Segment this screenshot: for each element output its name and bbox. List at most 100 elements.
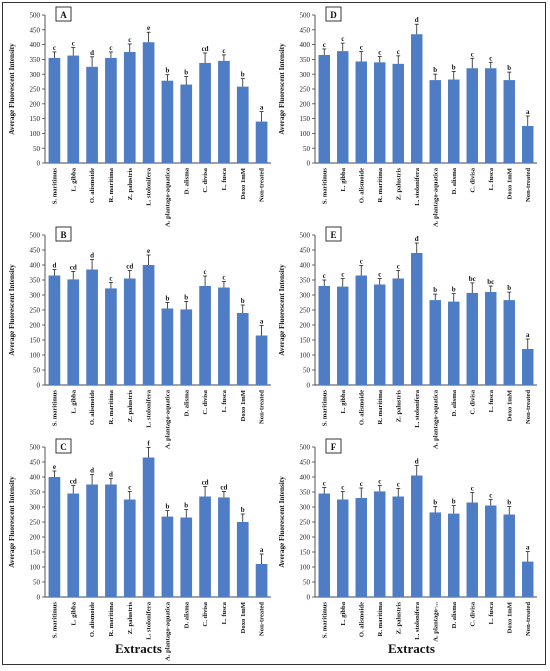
panel-d-category-label: O. alismoide [358,168,365,203]
panel-b-significance-letter: d [52,262,56,270]
panel-d-bar [466,68,478,163]
panel-e-significance-letter: c [397,263,400,271]
panel-f-category-label: L. gibba [340,601,347,625]
panel-e-bar [429,300,441,385]
panel-c-significance-letter: b [184,502,188,510]
panel-e-bar [448,301,460,385]
panel-b-bar [236,313,249,385]
panel-d-y-tick-label: 300 [300,71,311,79]
panel-c-category-label: Z. palustris [127,602,134,635]
panel-e-y-axis-title: Average Fluorescent Intensity [278,264,286,356]
panel-f-category-label: L. stolonifera [414,601,421,639]
panel-c-y-tick-label: 300 [30,504,41,512]
panel-f-category-label: L. fusca [488,601,495,624]
panel-c-y-tick-label: 150 [30,549,41,557]
panel-e-category-label: R. maritima [377,389,384,424]
panel-e-significance-letter: c [341,271,344,279]
panel-f-y-tick-label: 300 [300,504,311,512]
panel-b-category-label: C. divisa [202,389,209,414]
panel-e-y-tick-label: 500 [300,232,311,240]
panel-f-bar [522,561,534,597]
panel-d-significance-letter: c [471,50,474,58]
panel-a-y-axis-title: Average Fluorescent Intensity [8,43,16,135]
panel-f-category-label: Z. palustris [395,602,402,635]
panel-b-y-tick-label: 300 [30,292,41,300]
panel-d-y-axis-title: Average Fluorescent Intensity [278,43,286,135]
panel-e-y-tick-label: 450 [300,247,311,255]
panel-b-bar [48,275,61,385]
panel-d-bar [355,61,367,163]
panel-d-bar [448,79,460,163]
panel-c-bar [86,484,98,597]
panel-b-significance-letter: b [184,293,188,301]
panel-b-bar [105,288,117,385]
panel-b-significance-letter: e [147,247,150,255]
panel-f-y-tick-label: 0 [307,594,311,602]
panel-f-category-label: C. divisa [469,601,476,626]
panel-b-y-tick-label: 0 [37,382,41,390]
panel-a-bar [255,121,268,163]
panel-c-significance-letter: c [128,484,131,492]
panel-d-y-tick-label: 100 [300,130,311,138]
panel-a-y-tick-label: 250 [30,86,41,94]
panel-e-y-tick-label: 100 [300,352,311,360]
panel-f-category-label: Doxo 1mM [506,601,513,633]
panel-c-letter: C [60,442,67,452]
panel-c-significance-letter: cd [220,483,227,491]
panel-c-y-tick-label: 450 [30,459,41,467]
panel-f-category-label: O. alismoide [358,602,365,637]
panel-c-bar [218,497,230,597]
panel-f-bar [448,513,460,597]
panel-c-y-axis-title: Average Fluorescent Intensity [8,476,16,568]
panel-c-y-tick-label: 200 [30,534,41,542]
panel-f-significance-letter: c [323,480,326,488]
panel-d-category-label: S. maritimus [321,168,328,205]
panel-f-category-label: A. plantago-... [432,602,439,642]
panel-f-category-label: D. alisma [451,601,458,628]
panel-a-category-label: S. maritimus [51,168,58,205]
panel-a-significance-letter: c [128,36,131,44]
panel-f-y-tick-label: 500 [300,444,311,452]
panel-a-bar [199,62,211,164]
panel-a-y-tick-label: 350 [30,56,41,64]
panel-e-category-label: L. fusca [488,389,495,412]
panel-f-significance-letter: c [489,492,492,500]
panel-f-significance-letter: c [341,484,344,492]
panel-f-y-tick-label: 350 [300,489,311,497]
panel-d-category-label: Z. palustris [395,168,402,201]
panel-b-category-label: S. maritimus [51,390,58,427]
panel-d-bar [485,68,497,163]
panel-c-y-tick-label: 400 [30,474,41,482]
panel-c-category-label: L. gibba [70,601,77,625]
panel-a-bar [123,52,136,163]
panel-d-bar [318,54,330,163]
panel-e-bar [355,275,367,385]
panel-c-significance-letter: d [109,471,113,479]
panel-b-bar [180,309,193,385]
panel-c-category-label: O. alismoide [89,602,96,637]
panel-d-category-label: Doxo 1mM [506,167,513,199]
panel-e-category-label: S. maritimus [321,390,328,427]
panel-f-bar [374,491,386,597]
panel-c-significance-letter: b [241,506,245,514]
panel-b-y-tick-label: 400 [30,262,41,270]
panel-d-significance-letter: d [415,16,419,24]
panel-b-significance-letter: cd [70,263,77,271]
panel-b-y-tick-label: 250 [30,307,41,315]
panel-b-y-tick-label: 500 [30,232,41,240]
panel-d-category-label: R. maritima [377,167,384,202]
panel-c-significance-letter: a [260,546,264,554]
chart-grid: Average Fluorescent Intensity 0 50 100 150 20… [8,6,537,661]
panel-e-y-tick-label: 300 [300,292,311,300]
panel-b-category-label: D. alisma [183,389,190,416]
panel-e-y-tick-label: 0 [307,382,311,390]
panel-d-significance-letter: b [507,64,511,72]
panel-f-category-label: S. maritimus [321,602,328,639]
panel-e-y-tick-label: 250 [300,307,311,315]
panel-b-bar [199,286,211,385]
panel-e-y-tick-label: 400 [300,262,311,270]
panel-c-y-tick-label: 0 [37,594,41,602]
panel-f-y-tick-label: 400 [300,474,311,482]
panel-c-bar [67,493,80,597]
panel-a-y-tick-label: 300 [30,71,41,79]
